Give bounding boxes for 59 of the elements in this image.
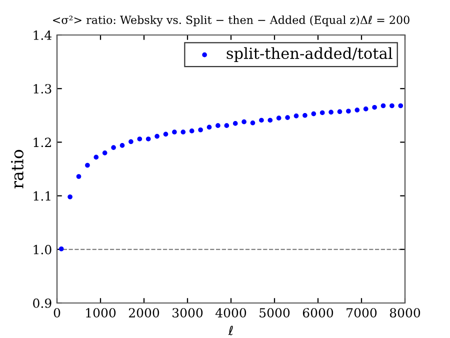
y-tick-label: 0.9 (33, 298, 52, 308)
point (85, 162, 90, 168)
point (363, 106, 368, 112)
point (294, 114, 299, 118)
point (111, 145, 116, 150)
x-tick-label: 0 (54, 308, 60, 318)
point (163, 132, 168, 137)
x-tick-label: 5000 (260, 308, 290, 318)
point (58, 246, 64, 252)
point (346, 108, 351, 114)
point (302, 112, 308, 118)
point (354, 108, 360, 112)
x-tick-label: 4000 (215, 308, 246, 318)
point (172, 130, 177, 134)
point (189, 128, 194, 134)
point (242, 119, 246, 124)
x-tick-label: 1000 (86, 308, 116, 318)
point (137, 136, 142, 142)
point (94, 154, 99, 160)
y-tick-label: 1.3 (34, 84, 52, 94)
point (250, 120, 256, 126)
point (232, 121, 238, 126)
point (276, 116, 282, 120)
point (328, 110, 334, 115)
point (311, 111, 316, 116)
point (128, 139, 134, 144)
point (120, 143, 125, 148)
y-tick-label: 1.2 (34, 138, 51, 148)
chart-title: <σ²> ratio: Websky vs. Split − then − Added (Equal z)Δℓ = 200 (53, 15, 410, 26)
x-tick-label: 2000 (128, 308, 160, 318)
point (216, 123, 220, 128)
point (224, 123, 230, 128)
point (390, 103, 394, 108)
point (198, 127, 203, 132)
point (154, 134, 160, 139)
point (68, 194, 72, 200)
x-tick-label: 3000 (172, 308, 203, 318)
y-tick-label: 1.1 (34, 191, 50, 201)
point (372, 104, 377, 110)
point (102, 150, 108, 156)
point (146, 136, 151, 142)
x-tick-label: 8000 (390, 308, 420, 318)
y-tick-label: 1.4 (34, 30, 52, 40)
point (76, 174, 82, 179)
x-tick-label: 7000 (346, 308, 377, 318)
point (206, 124, 212, 130)
y-tick-label: 1.0 (34, 244, 52, 254)
point (268, 118, 273, 123)
point (285, 115, 290, 120)
x-tick-label: 6000 (302, 308, 334, 318)
legend-label: split-then-added/total (226, 47, 392, 62)
point (180, 130, 186, 134)
point (320, 110, 325, 116)
y-axis-title: ratio (10, 150, 24, 188)
point (380, 103, 386, 108)
point (398, 103, 404, 108)
x-axis-title: ℓ (228, 326, 233, 336)
point (259, 118, 264, 123)
point (337, 109, 342, 114)
